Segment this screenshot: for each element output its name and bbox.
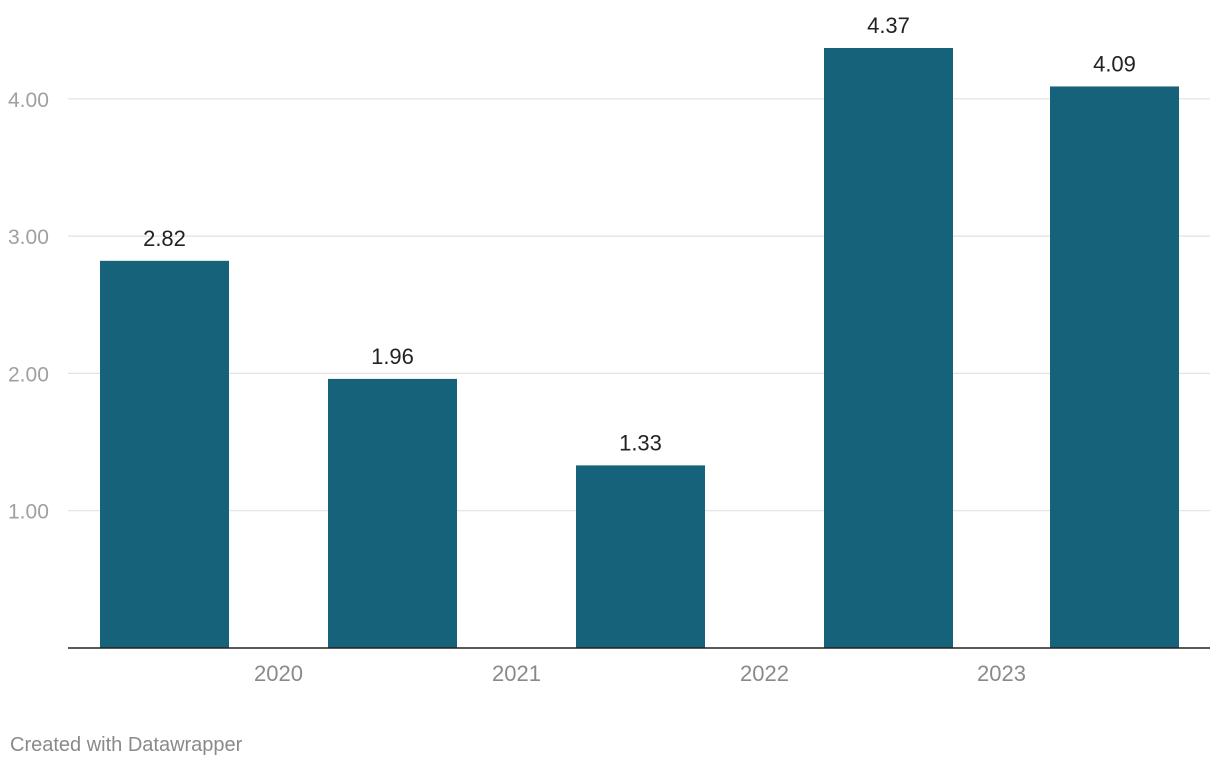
bar-value-labels: 2.82 1.96 1.33 4.37 4.09 — [143, 13, 1136, 455]
bar-value-label: 4.37 — [867, 13, 910, 38]
y-tick-label: 2.00 — [8, 363, 49, 386]
bar — [576, 465, 705, 648]
bar-value-label: 4.09 — [1093, 51, 1136, 76]
x-axis-label: 2020 — [254, 661, 303, 686]
x-axis-label: 2022 — [740, 661, 789, 686]
bar — [824, 48, 953, 648]
bar-value-label: 2.82 — [143, 226, 186, 251]
y-tick-label: 4.00 — [8, 89, 49, 112]
bars — [100, 48, 1179, 648]
y-tick-label: 3.00 — [8, 226, 49, 249]
x-axis-label: 2021 — [492, 661, 541, 686]
bar — [328, 378, 457, 648]
x-axis-labels: 2020 2021 2022 2023 — [254, 661, 1026, 686]
datawrapper-credit: Created with Datawrapper — [10, 734, 243, 756]
bar-value-label: 1.96 — [371, 344, 414, 369]
y-tick-label: 1.00 — [8, 501, 49, 524]
bar — [100, 260, 229, 648]
x-axis-label: 2023 — [977, 661, 1026, 686]
y-axis-tick-labels: 1.00 2.00 3.00 4.00 — [8, 89, 49, 524]
bar-value-label: 1.33 — [619, 430, 662, 455]
bar — [1050, 86, 1179, 648]
